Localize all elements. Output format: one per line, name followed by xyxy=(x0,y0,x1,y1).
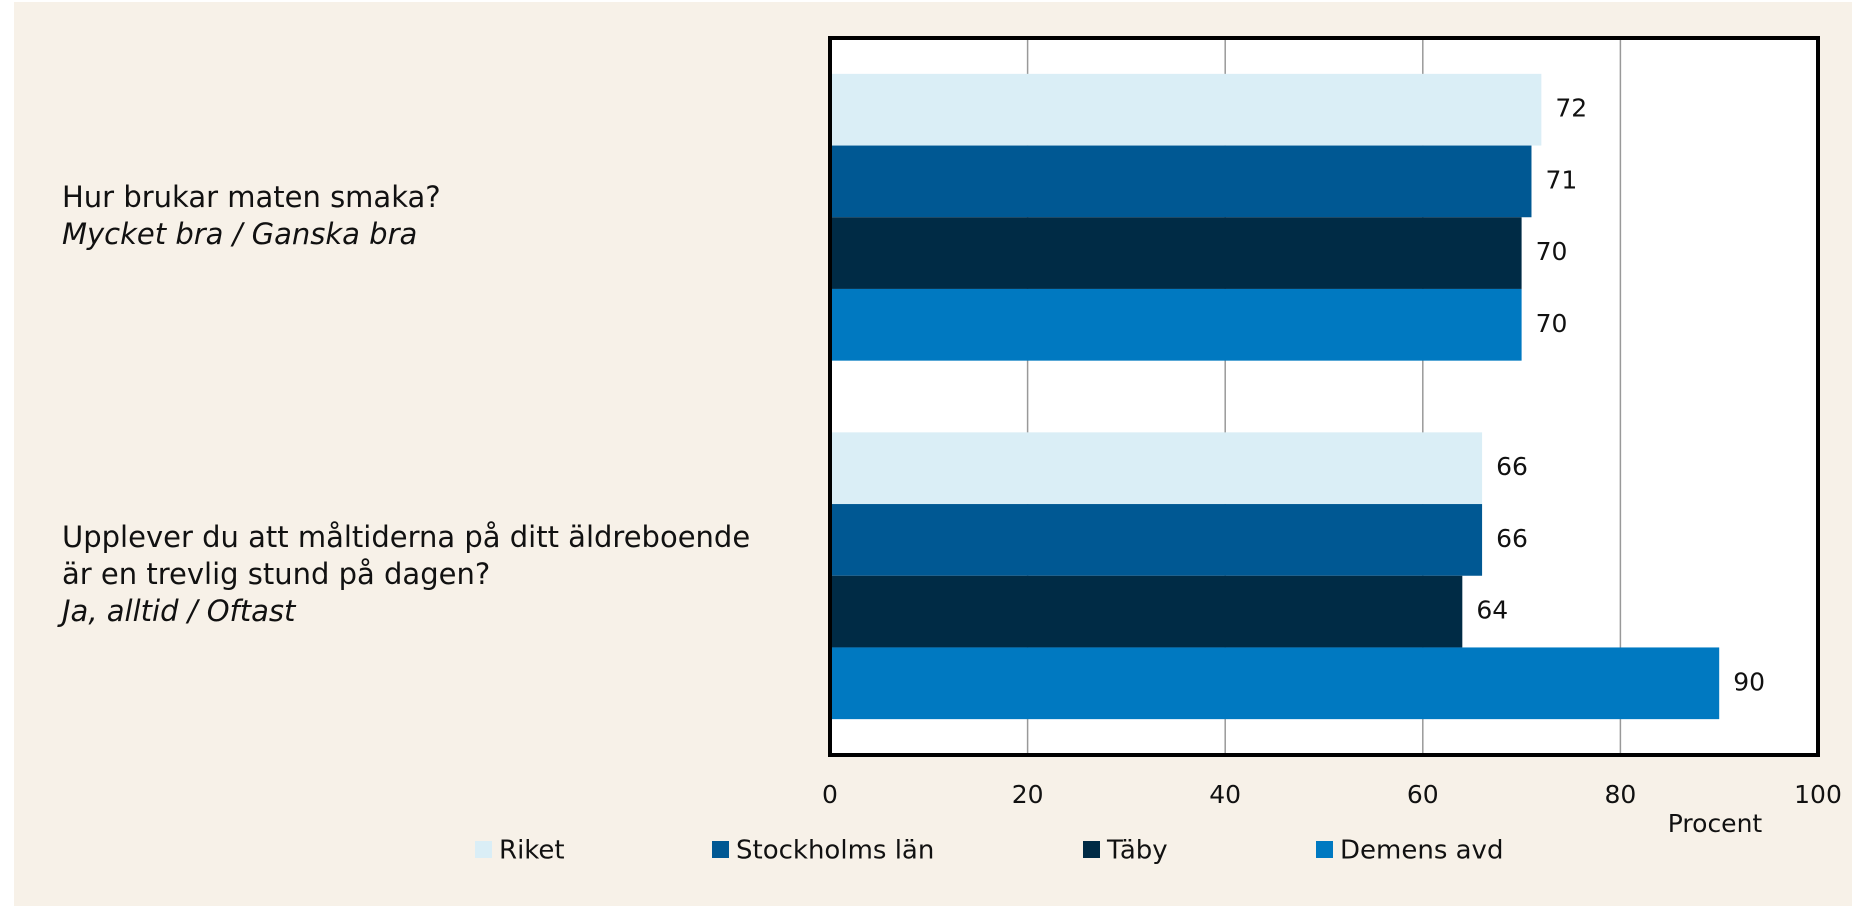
legend-swatch xyxy=(712,841,729,858)
legend-swatch xyxy=(475,841,492,858)
value-label: 90 xyxy=(1733,667,1765,696)
category-label: Upplever du att måltiderna på ditt äldre… xyxy=(62,520,750,554)
plot-border xyxy=(828,36,1820,757)
legend-label: Täby xyxy=(1106,836,1168,866)
x-tick-label: 20 xyxy=(1012,780,1044,809)
x-tick-label: 80 xyxy=(1604,780,1636,809)
legend-swatch xyxy=(1083,841,1100,858)
x-tick-label: 0 xyxy=(822,780,838,809)
value-label: 66 xyxy=(1496,524,1528,553)
bar xyxy=(830,145,1532,218)
bar xyxy=(830,575,1463,648)
bar xyxy=(830,432,1483,505)
category-answer: Mycket bra / Ganska bra xyxy=(62,217,417,251)
bar xyxy=(830,217,1522,289)
category-answer: Ja, alltid / Oftast xyxy=(57,594,297,628)
legend-label: Demens avd xyxy=(1340,836,1503,866)
value-label: 72 xyxy=(1555,94,1587,123)
x-tick-label: 60 xyxy=(1407,780,1439,809)
bar xyxy=(830,288,1522,361)
legend-swatch xyxy=(1316,841,1333,858)
value-label: 70 xyxy=(1536,237,1568,266)
value-label: 66 xyxy=(1496,452,1528,481)
x-tick-label: 100 xyxy=(1794,780,1842,809)
value-label: 70 xyxy=(1536,309,1568,338)
legend-label: Riket xyxy=(499,836,565,866)
bar xyxy=(830,73,1542,146)
bar xyxy=(830,504,1483,576)
category-label: är en trevlig stund på dagen? xyxy=(62,557,490,591)
x-axis-label: Procent xyxy=(1668,809,1763,838)
legend-label: Stockholms län xyxy=(736,836,934,866)
x-tick-label: 40 xyxy=(1209,780,1241,809)
value-label: 71 xyxy=(1545,165,1577,194)
value-label: 64 xyxy=(1476,596,1508,625)
bar xyxy=(830,647,1720,720)
category-label: Hur brukar maten smaka? xyxy=(62,180,441,214)
